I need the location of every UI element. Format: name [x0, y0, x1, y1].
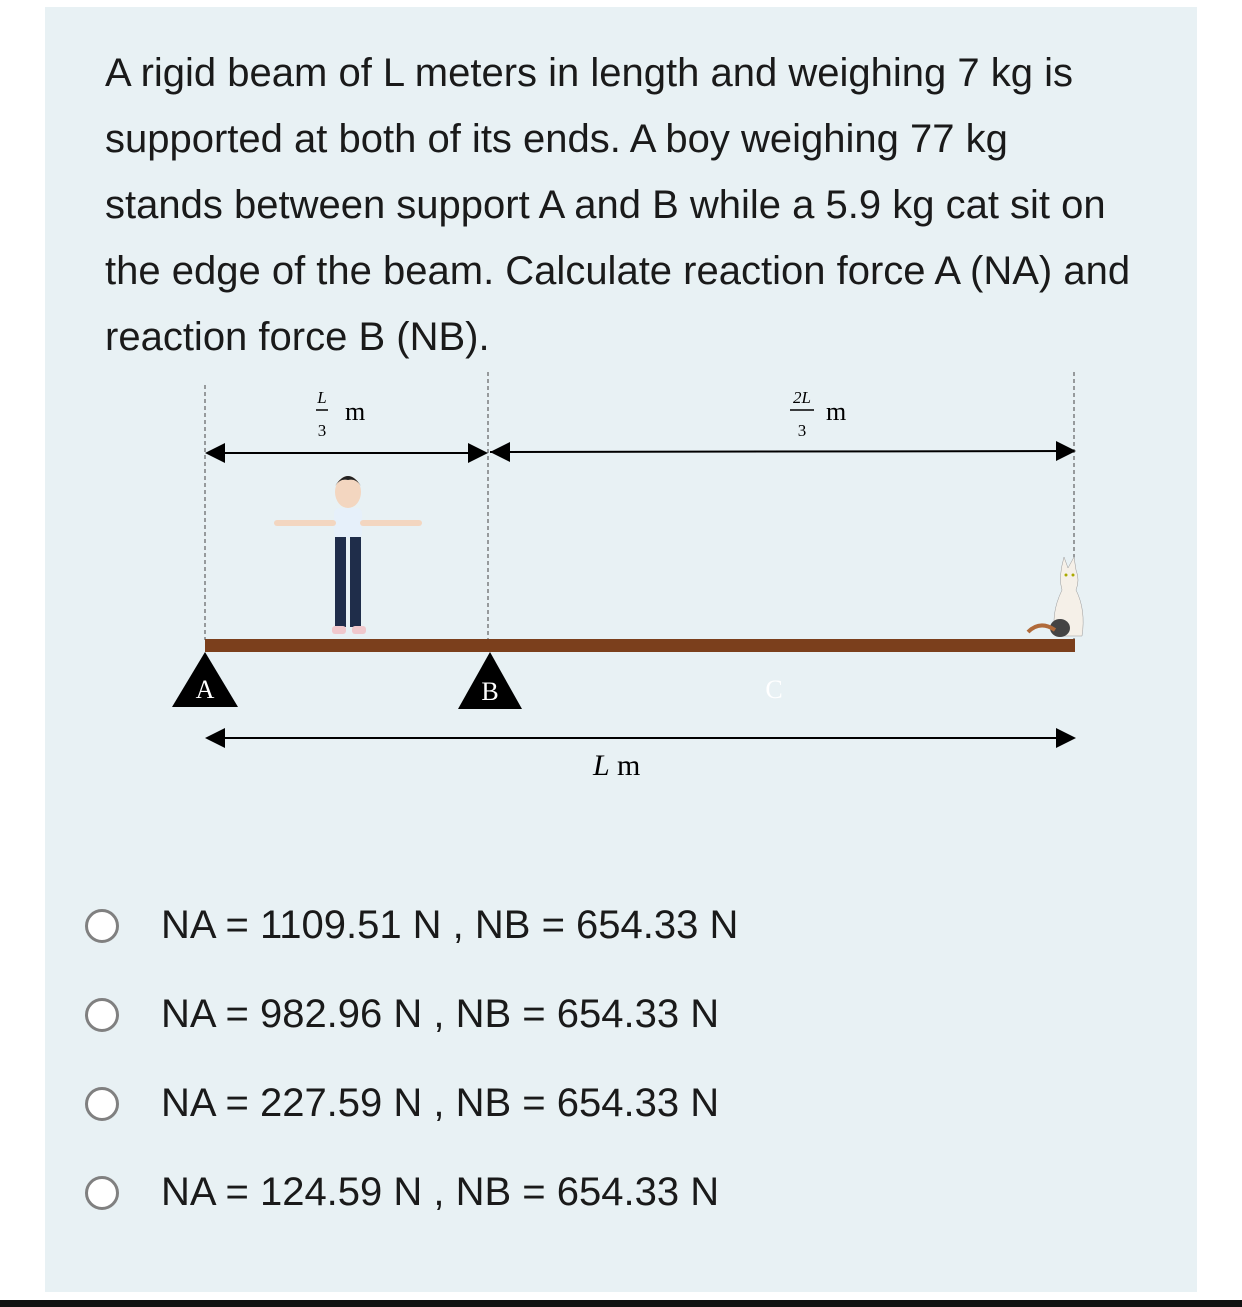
- option-4[interactable]: NA = 124.59 N , NB = 654.33 N: [85, 1170, 719, 1215]
- svg-text:L: L: [592, 749, 610, 782]
- svg-text:2L: 2L: [793, 388, 811, 407]
- dimension-right: 2L 3 m: [489, 388, 1076, 462]
- svg-text:A: A: [196, 675, 215, 704]
- beam: [205, 639, 1075, 652]
- svg-text:B: B: [481, 677, 498, 706]
- boy-figure: [274, 476, 422, 634]
- dimension-total: L m: [205, 728, 1076, 782]
- cat-figure: [1026, 556, 1084, 637]
- guide-lines: [204, 372, 1075, 640]
- beam-diagram: L 3 m 2L 3 m A B C: [172, 372, 1084, 782]
- radio-button[interactable]: [85, 997, 119, 1032]
- radio-button[interactable]: [85, 908, 119, 943]
- option-label: NA = 982.96 N , NB = 654.33 N: [161, 992, 720, 1036]
- support-b: B: [458, 652, 522, 709]
- option-label: NA = 124.59 N , NB = 654.33 N: [161, 1170, 720, 1214]
- dimension-left: L 3 m: [205, 388, 488, 463]
- radio-button[interactable]: [85, 1086, 119, 1121]
- option-2[interactable]: NA = 982.96 N , NB = 654.33 N: [85, 992, 719, 1037]
- option-label: NA = 227.59 N , NB = 654.33 N: [161, 1081, 720, 1125]
- question-text: A rigid beam of L meters in length and w…: [105, 51, 1131, 359]
- option-1[interactable]: NA = 1109.51 N , NB = 654.33 N: [85, 903, 738, 948]
- point-c-label: C: [765, 675, 782, 704]
- svg-text:3: 3: [798, 421, 807, 440]
- option-label: NA = 1109.51 N , NB = 654.33 N: [161, 903, 739, 947]
- support-a: A: [172, 652, 238, 707]
- svg-text:m: m: [617, 749, 640, 782]
- svg-text:3: 3: [318, 421, 327, 440]
- svg-text:m: m: [345, 397, 365, 426]
- radio-button[interactable]: [85, 1175, 119, 1210]
- svg-text:L: L: [316, 388, 326, 407]
- bottom-bar: [0, 1300, 1242, 1307]
- option-3[interactable]: NA = 227.59 N , NB = 654.33 N: [85, 1081, 719, 1126]
- svg-text:m: m: [826, 397, 846, 426]
